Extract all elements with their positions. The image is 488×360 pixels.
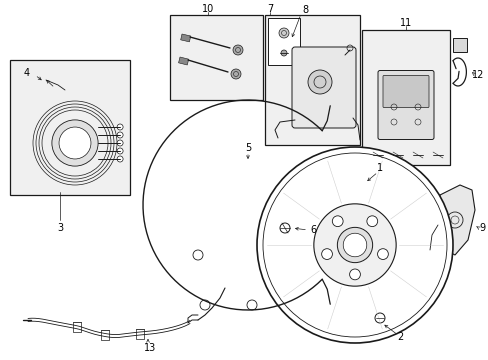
Circle shape [332,216,343,226]
Circle shape [279,28,288,38]
Circle shape [281,50,286,56]
Circle shape [337,228,372,263]
Circle shape [374,313,384,323]
Text: 8: 8 [301,5,307,15]
Text: 6: 6 [309,225,315,235]
Text: 12: 12 [471,70,483,80]
Circle shape [117,148,123,154]
Circle shape [117,124,123,130]
Bar [178,57,188,65]
Circle shape [313,204,395,286]
Circle shape [257,147,452,343]
Bar [361,30,449,165]
Circle shape [321,249,332,260]
Circle shape [307,70,331,94]
Text: 13: 13 [143,343,156,353]
Text: 4: 4 [24,68,30,78]
FancyBboxPatch shape [377,71,433,140]
Circle shape [366,216,377,226]
Text: 9: 9 [478,223,484,233]
Circle shape [349,269,360,280]
Text: 2: 2 [396,332,402,342]
Bar [180,34,190,42]
Text: 7: 7 [266,4,273,14]
Text: 5: 5 [244,143,251,153]
Bar [267,18,299,65]
Circle shape [52,120,98,166]
FancyBboxPatch shape [291,47,355,128]
Bar [10,60,130,195]
Text: 1: 1 [376,163,382,173]
Circle shape [117,140,123,146]
Circle shape [59,127,91,159]
Polygon shape [437,185,474,255]
Circle shape [117,132,123,138]
Bar [452,38,466,52]
Text: 3: 3 [57,223,63,233]
Text: 11: 11 [399,18,411,28]
Text: 10: 10 [202,4,214,14]
Circle shape [377,249,387,260]
Circle shape [230,69,241,79]
Circle shape [117,156,123,162]
Circle shape [280,223,289,233]
Circle shape [343,233,366,257]
Circle shape [232,45,243,55]
Bar [264,15,359,145]
Bar [170,15,263,100]
FancyBboxPatch shape [382,76,428,108]
